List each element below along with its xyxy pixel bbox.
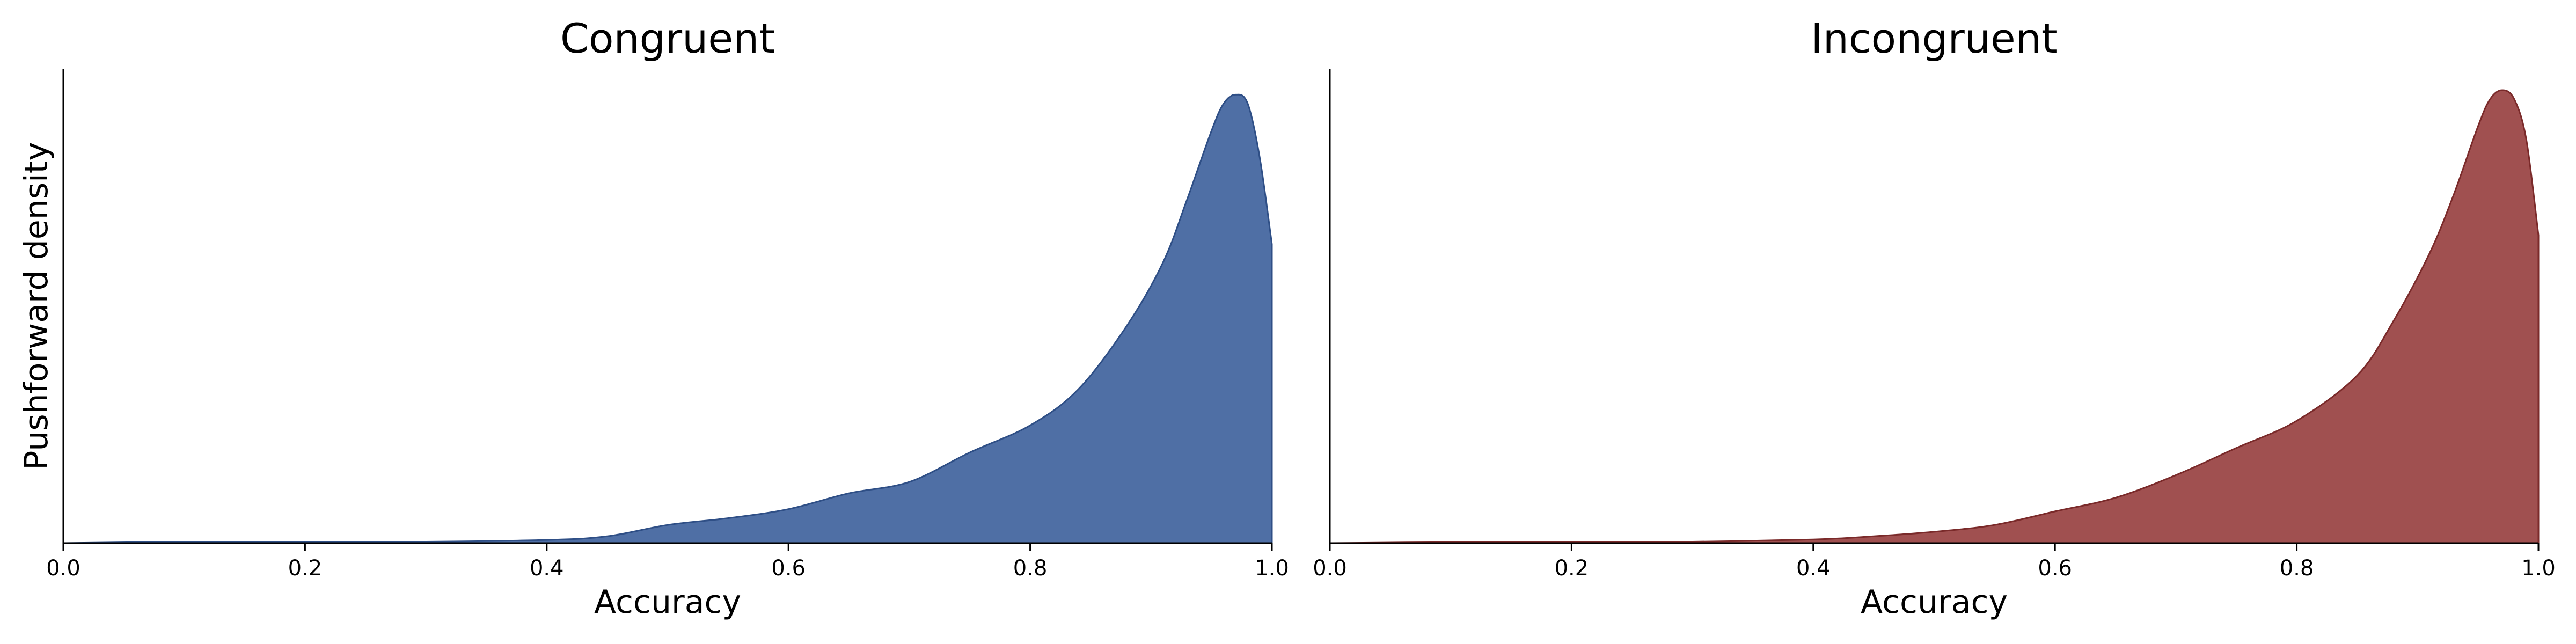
congruent-x-tick-label: 1.0 [1255,556,1289,581]
incongruent-x-tick-label: 0.8 [2280,556,2314,581]
congruent-x-ticks: 0.0 0.2 0.4 0.6 0.8 1.0 [46,543,1289,581]
incongruent-x-tick-label: 0.0 [1313,556,1347,581]
incongruent-x-label: Accuracy [1861,583,2008,621]
incongruent-x-tick-label: 0.6 [2038,556,2072,581]
incongruent-panel: Incongruent 0.0 0.2 0.4 0.6 0.8 1.0 Accuracy [1313,14,2556,621]
congruent-panel: Congruent 0.0 0.2 0.4 0.6 0.8 1.0 Accuracy Pu… [18,14,1289,621]
congruent-x-label: Accuracy [594,583,741,621]
congruent-title: Congruent [560,14,775,62]
incongruent-title: Incongruent [1811,14,2057,62]
incongruent-x-tick-label: 1.0 [2521,556,2556,581]
incongruent-density-area [1329,89,2540,544]
congruent-x-tick-label: 0.6 [771,556,806,581]
congruent-x-tick-label: 0.2 [288,556,323,581]
congruent-y-label: Pushforward density [18,142,55,470]
incongruent-x-ticks: 0.0 0.2 0.4 0.6 0.8 1.0 [1313,543,2556,581]
congruent-density-area [62,93,1273,544]
incongruent-x-tick-label: 0.4 [1796,556,1831,581]
congruent-x-tick-label: 0.4 [530,556,564,581]
congruent-x-tick-label: 0.0 [46,556,80,581]
incongruent-x-tick-label: 0.2 [1555,556,1589,581]
congruent-x-tick-label: 0.8 [1013,556,1048,581]
